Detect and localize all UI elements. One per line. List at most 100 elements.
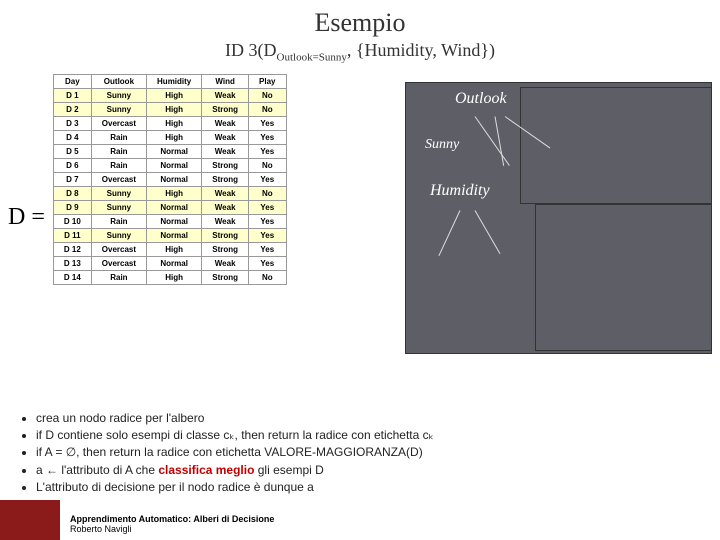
table-row: D 13OvercastNormalWeakYes bbox=[53, 256, 286, 270]
bullet-item: if A = ∅, then return la radice con etic… bbox=[36, 444, 698, 460]
table-cell: Yes bbox=[249, 256, 286, 270]
table-cell: Strong bbox=[202, 158, 249, 172]
table-cell: D 14 bbox=[53, 270, 91, 284]
table-cell: Rain bbox=[91, 158, 146, 172]
table-cell: Rain bbox=[91, 130, 146, 144]
d-equals-label: D = bbox=[8, 204, 45, 231]
diagram-inner-box-2 bbox=[535, 204, 712, 351]
table-cell: No bbox=[249, 270, 286, 284]
table-cell: No bbox=[249, 102, 286, 116]
table-cell: Sunny bbox=[91, 102, 146, 116]
table-cell: High bbox=[147, 130, 202, 144]
table-row: D 8SunnyHighWeakNo bbox=[53, 186, 286, 200]
table-cell: High bbox=[147, 186, 202, 200]
table-cell: No bbox=[249, 158, 286, 172]
table-cell: Sunny bbox=[91, 186, 146, 200]
table-cell: No bbox=[249, 186, 286, 200]
table-row: D 11SunnyNormalStrongYes bbox=[53, 228, 286, 242]
table-cell: Yes bbox=[249, 228, 286, 242]
table-cell: Yes bbox=[249, 200, 286, 214]
footer-red-block bbox=[0, 500, 60, 540]
table-cell: Weak bbox=[202, 130, 249, 144]
table-cell: D 10 bbox=[53, 214, 91, 228]
table-cell: Normal bbox=[147, 256, 202, 270]
table-row: D 4RainHighWeakYes bbox=[53, 130, 286, 144]
table-cell: Normal bbox=[147, 214, 202, 228]
table-cell: Yes bbox=[249, 116, 286, 130]
table-row: D 1SunnyHighWeakNo bbox=[53, 88, 286, 102]
table-cell: Rain bbox=[91, 144, 146, 158]
table-cell: D 1 bbox=[53, 88, 91, 102]
table-cell: Normal bbox=[147, 144, 202, 158]
table-cell: D 6 bbox=[53, 158, 91, 172]
table-cell: Normal bbox=[147, 200, 202, 214]
table-cell: Rain bbox=[91, 270, 146, 284]
column-header: Outlook bbox=[91, 74, 146, 88]
table-row: D 7OvercastNormalStrongYes bbox=[53, 172, 286, 186]
table-cell: High bbox=[147, 270, 202, 284]
footer-line2: Roberto Navigli bbox=[70, 524, 274, 534]
table-cell: Normal bbox=[147, 158, 202, 172]
table-row: D 9SunnyNormalWeakYes bbox=[53, 200, 286, 214]
column-header: Play bbox=[249, 74, 286, 88]
table-row: D 14RainHighStrongNo bbox=[53, 270, 286, 284]
table-row: D 2SunnyHighStrongNo bbox=[53, 102, 286, 116]
table-cell: Weak bbox=[202, 256, 249, 270]
bullet-item: a ← l'attributo di A che classifica megl… bbox=[36, 462, 698, 478]
table-cell: Weak bbox=[202, 144, 249, 158]
table-cell: High bbox=[147, 116, 202, 130]
table-cell: D 11 bbox=[53, 228, 91, 242]
footer-text: Apprendimento Automatico: Alberi di Deci… bbox=[70, 514, 274, 534]
table-row: D 12OvercastHighStrongYes bbox=[53, 242, 286, 256]
table-cell: D 2 bbox=[53, 102, 91, 116]
subtitle-sub: Outlook=Sunny bbox=[277, 52, 347, 64]
table-cell: Yes bbox=[249, 172, 286, 186]
table-cell: Weak bbox=[202, 116, 249, 130]
subtitle-suffix: , {Humidity, Wind}) bbox=[347, 40, 495, 60]
table-cell: Yes bbox=[249, 144, 286, 158]
column-header: Wind bbox=[202, 74, 249, 88]
table-cell: High bbox=[147, 242, 202, 256]
column-header: Humidity bbox=[147, 74, 202, 88]
bullet-item: L'attributo di decisione per il nodo rad… bbox=[36, 479, 698, 495]
table-cell: D 3 bbox=[53, 116, 91, 130]
footer: Apprendimento Automatico: Alberi di Deci… bbox=[0, 500, 720, 540]
algorithm-bullets: crea un nodo radice per l'alberoif D con… bbox=[18, 410, 698, 496]
table-cell: D 8 bbox=[53, 186, 91, 200]
table-cell: Weak bbox=[202, 214, 249, 228]
table-cell: Sunny bbox=[91, 88, 146, 102]
footer-line1: Apprendimento Automatico: Alberi di Deci… bbox=[70, 514, 274, 524]
table-cell: Sunny bbox=[91, 228, 146, 242]
table-row: D 5RainNormalWeakYes bbox=[53, 144, 286, 158]
column-header: Day bbox=[53, 74, 91, 88]
table-cell: Weak bbox=[202, 186, 249, 200]
classifica-highlight: classifica meglio bbox=[158, 463, 254, 477]
sunny-edge-label: Sunny bbox=[425, 137, 459, 153]
table-row: D 3OvercastHighWeakYes bbox=[53, 116, 286, 130]
table-cell: Strong bbox=[202, 270, 249, 284]
table-cell: Strong bbox=[202, 228, 249, 242]
table-cell: Sunny bbox=[91, 200, 146, 214]
table-cell: High bbox=[147, 102, 202, 116]
table-cell: D 7 bbox=[53, 172, 91, 186]
table-cell: D 13 bbox=[53, 256, 91, 270]
data-table: DayOutlookHumidityWindPlay D 1SunnyHighW… bbox=[53, 74, 287, 285]
page-subtitle: ID 3(DOutlook=Sunny, {Humidity, Wind}) bbox=[0, 40, 720, 64]
table-cell: D 12 bbox=[53, 242, 91, 256]
tree-diagram: Outlook Sunny Humidity bbox=[405, 82, 715, 362]
table-cell: Weak bbox=[202, 200, 249, 214]
table-cell: D 5 bbox=[53, 144, 91, 158]
table-cell: Strong bbox=[202, 102, 249, 116]
table-cell: Overcast bbox=[91, 172, 146, 186]
table-cell: D 9 bbox=[53, 200, 91, 214]
table-cell: Overcast bbox=[91, 116, 146, 130]
table-cell: D 4 bbox=[53, 130, 91, 144]
table-cell: Overcast bbox=[91, 242, 146, 256]
table-cell: Weak bbox=[202, 88, 249, 102]
table-cell: Strong bbox=[202, 242, 249, 256]
diagram-inner-box-1 bbox=[520, 87, 712, 204]
table-cell: Yes bbox=[249, 242, 286, 256]
table-row: D 10RainNormalWeakYes bbox=[53, 214, 286, 228]
data-table-wrap: DayOutlookHumidityWindPlay D 1SunnyHighW… bbox=[53, 74, 287, 285]
table-cell: Rain bbox=[91, 214, 146, 228]
